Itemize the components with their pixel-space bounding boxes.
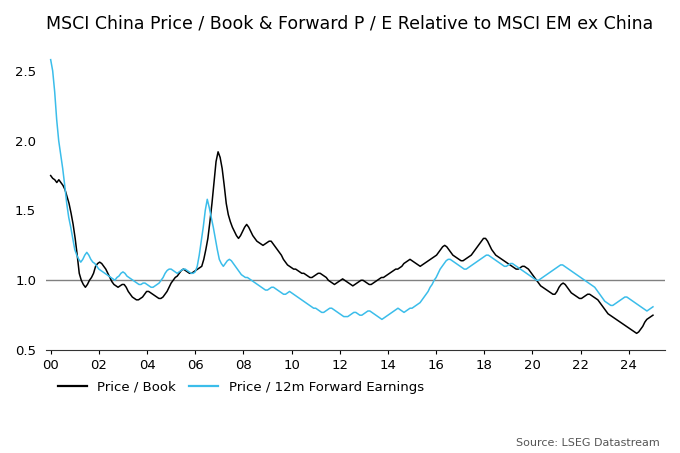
Text: Source: LSEG Datastream: Source: LSEG Datastream	[516, 439, 660, 448]
Text: MSCI China Price / Book & Forward P / E Relative to MSCI EM ex China: MSCI China Price / Book & Forward P / E …	[46, 15, 653, 33]
Legend: Price / Book, Price / 12m Forward Earnings: Price / Book, Price / 12m Forward Earnin…	[52, 375, 429, 399]
